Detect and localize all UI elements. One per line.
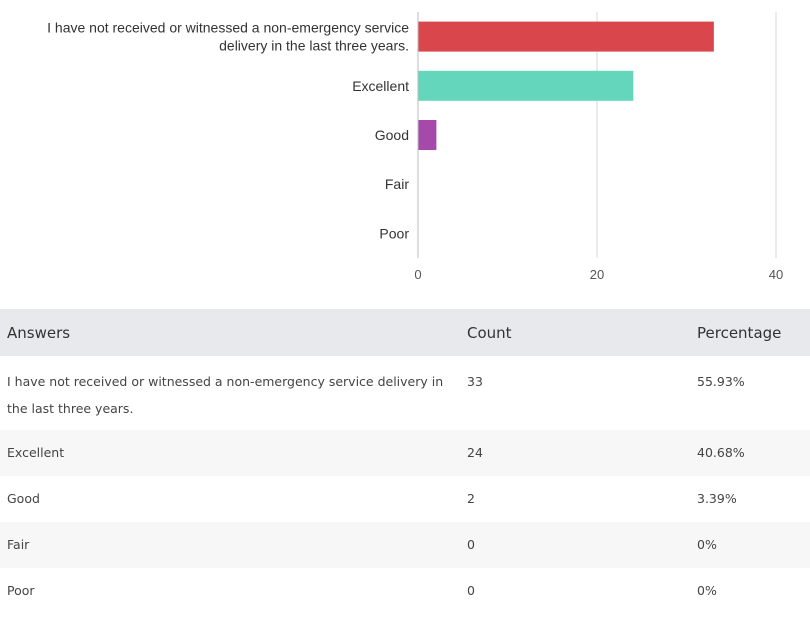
answer-cell: Poor xyxy=(0,568,460,614)
count-cell: 2 xyxy=(460,476,690,522)
percentage-cell: 3.39% xyxy=(690,476,810,522)
bar[interactable] xyxy=(418,21,714,52)
category-label: delivery in the last three years. xyxy=(219,38,409,54)
x-tick-label: 0 xyxy=(414,267,421,282)
answer-cell: Good xyxy=(0,476,460,522)
response-bar-chart: 0 20 40 I have not received or witnessed a … xyxy=(47,12,783,282)
x-tick-label: 40 xyxy=(769,267,783,282)
percentage-cell: 40.68% xyxy=(690,430,810,476)
answer-cell: Fair xyxy=(0,522,460,568)
answer-cell: I have not received or witnessed a non-e… xyxy=(0,356,460,430)
answers-column-header[interactable]: Answers xyxy=(0,309,460,356)
percentage-cell: 0% xyxy=(690,568,810,614)
bar[interactable] xyxy=(418,70,634,101)
results-table: Answers Count Percentage I have not rece… xyxy=(0,309,810,614)
count-column-header[interactable]: Count xyxy=(460,309,690,356)
table-row: I have not received or witnessed a non-e… xyxy=(0,356,810,430)
count-cell: 0 xyxy=(460,522,690,568)
category-label: Poor xyxy=(379,225,409,241)
table-row: Good 2 3.39% xyxy=(0,476,810,522)
category-label: I have not received or witnessed a non-e… xyxy=(47,20,409,36)
category-label: Excellent xyxy=(352,78,409,94)
category-label: Good xyxy=(375,127,409,143)
table-row: Excellent 24 40.68% xyxy=(0,430,810,476)
count-cell: 0 xyxy=(460,568,690,614)
table-header-row: Answers Count Percentage xyxy=(0,309,810,356)
table-row: Fair 0 0% xyxy=(0,522,810,568)
percentage-cell: 0% xyxy=(690,522,810,568)
table-row: Poor 0 0% xyxy=(0,568,810,614)
percentage-column-header[interactable]: Percentage xyxy=(690,309,810,356)
category-label: Fair xyxy=(385,176,409,192)
count-cell: 24 xyxy=(460,430,690,476)
answer-cell: Excellent xyxy=(0,430,460,476)
percentage-cell: 55.93% xyxy=(690,356,810,430)
count-cell: 33 xyxy=(460,356,690,430)
bar[interactable] xyxy=(418,120,437,150)
x-tick-label: 20 xyxy=(590,267,604,282)
